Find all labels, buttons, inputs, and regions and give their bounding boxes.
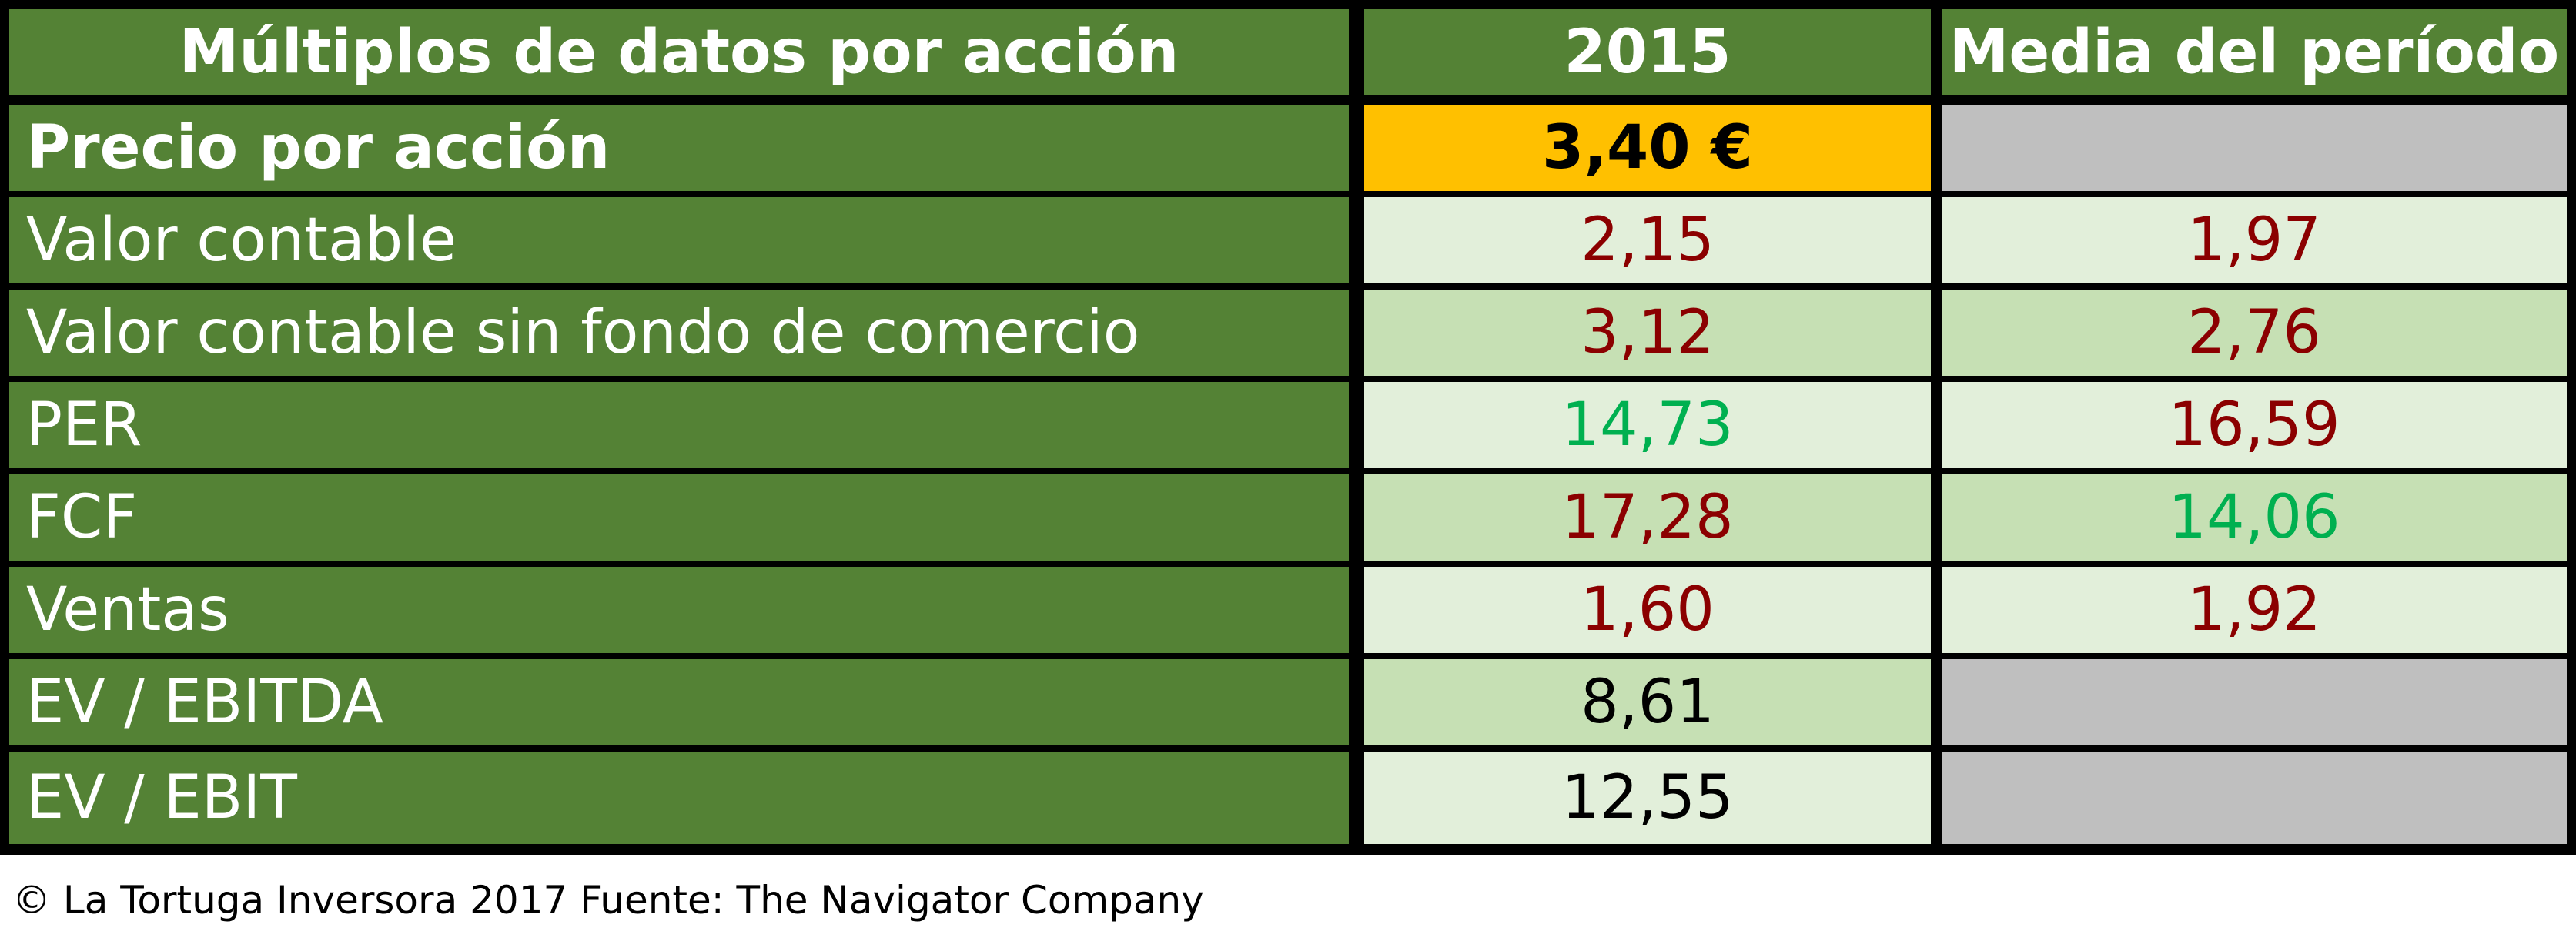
row-label-ventas: Ventas (9, 567, 1349, 653)
value-ventas-media: 1,92 (1942, 567, 2567, 653)
value-fcf-2015: 17,28 (1364, 474, 1931, 561)
row-label-ev-ebitda: EV / EBITDA (9, 659, 1349, 745)
value-ev-ebit-media-empty (1942, 752, 2567, 844)
value-per-2015: 14,73 (1364, 382, 1931, 468)
value-precio-2015: 3,40 € (1364, 105, 1931, 191)
row-label-ev-ebit: EV / EBIT (9, 752, 1349, 844)
value-valor-contable-sin-fondo-2015: 3,12 (1364, 290, 1931, 376)
row-label-precio: Precio por acción (9, 105, 1349, 191)
value-ev-ebitda-media-empty (1942, 659, 2567, 745)
multiples-table: Múltiplos de datos por acción 2015 Media… (0, 0, 2576, 855)
header-2015: 2015 (1364, 9, 1931, 95)
value-valor-contable-sin-fondo-media: 2,76 (1942, 290, 2567, 376)
value-ev-ebitda-2015: 8,61 (1364, 659, 1931, 745)
value-ev-ebit-2015: 12,55 (1364, 752, 1931, 844)
row-label-valor-contable-sin-fondo: Valor contable sin fondo de comercio (9, 290, 1349, 376)
copyright-footer: © La Tortuga Inversora 2017 Fuente: The … (12, 878, 1204, 923)
row-label-per: PER (9, 382, 1349, 468)
value-per-media: 16,59 (1942, 382, 2567, 468)
value-fcf-media: 14,06 (1942, 474, 2567, 561)
value-valor-contable-2015: 2,15 (1364, 197, 1931, 283)
header-media: Media del período (1942, 9, 2567, 95)
row-label-fcf: FCF (9, 474, 1349, 561)
value-valor-contable-media: 1,97 (1942, 197, 2567, 283)
header-multiples: Múltiplos de datos por acción (9, 9, 1349, 95)
value-precio-media-empty (1942, 105, 2567, 191)
value-ventas-2015: 1,60 (1364, 567, 1931, 653)
row-label-valor-contable: Valor contable (9, 197, 1349, 283)
